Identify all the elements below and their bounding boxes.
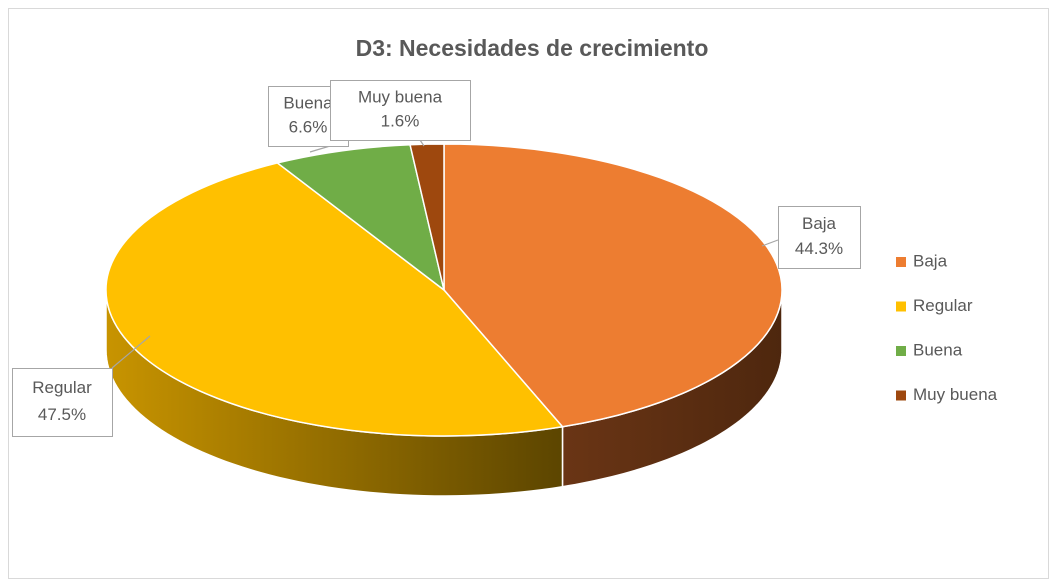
legend-label: Regular [913,296,973,315]
label-value: 47.5% [38,405,86,424]
label-value: 44.3% [795,239,843,258]
data-labels: Baja 44.3% Regular 47.5% Buena 6.6% Muy buena 1… [12,80,861,437]
slice [105,162,564,437]
chart-title: D3: Necesidades de crecimiento [356,35,709,61]
label-category: Regular [32,378,92,397]
pie [105,143,783,497]
legend-label: Baja [913,251,948,270]
legend-label: Buena [913,340,963,359]
legend-swatch [896,346,906,356]
data-label: Muy buena 1.6% [330,80,471,147]
label-value: 6.6% [289,117,328,136]
legend: Baja Regular Buena Muy buena [896,251,998,404]
leader-line [111,335,151,369]
label-box [778,206,861,269]
slice [443,143,783,428]
label-category: Baja [802,214,837,233]
label-category: Muy buena [358,87,443,106]
legend-swatch [896,301,906,312]
legend-swatch [896,390,906,401]
leader-line [761,239,779,247]
label-box [12,368,113,437]
legend-label: Muy buena [913,385,998,404]
legend-swatch [896,257,906,267]
data-label: Regular 47.5% [12,335,151,437]
slice [275,143,446,292]
label-box [330,80,471,141]
label-category: Buena [283,93,333,112]
slice [409,143,445,291]
label-value: 1.6% [381,111,420,130]
data-label: Baja 44.3% [761,206,861,269]
